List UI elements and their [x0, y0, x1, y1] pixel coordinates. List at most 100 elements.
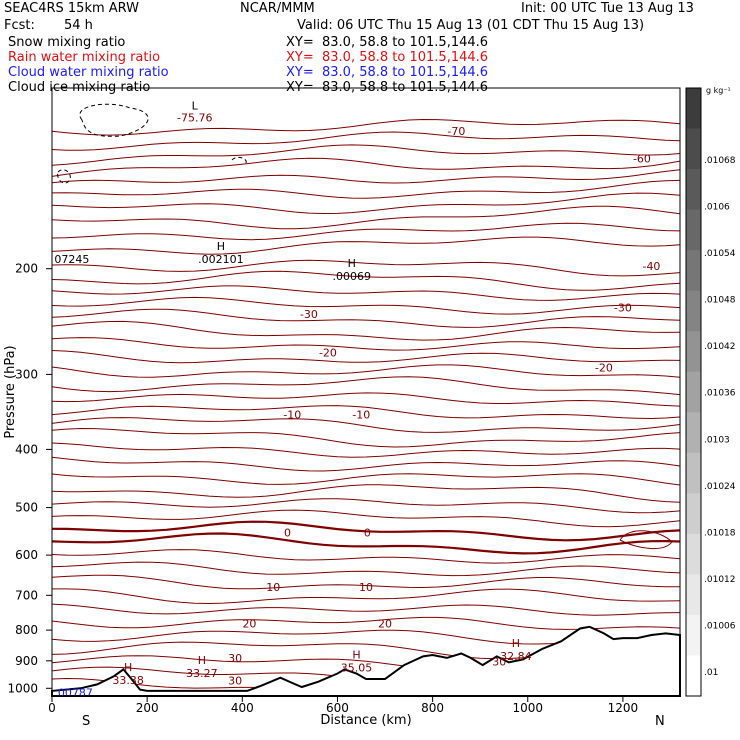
contour-label: -20 — [595, 361, 613, 374]
colorbar-swatch — [686, 331, 701, 373]
valid-time: Valid: 06 UTC Thu 15 Aug 13 (01 CDT Thu … — [297, 18, 645, 33]
colorbar-swatch — [686, 128, 701, 170]
contour-label: -30 — [300, 308, 318, 321]
y-axis-label: Pressure (hPa) — [3, 345, 18, 438]
field-label-cloud-water: Cloud water mixing ratio — [8, 65, 169, 80]
contour-line — [51, 308, 681, 328]
extremum-value: 07245 — [54, 253, 89, 266]
colorbar-swatch — [686, 88, 701, 129]
colorbar-swatch — [686, 250, 701, 292]
colorbar-swatch — [686, 533, 701, 575]
contour-line — [51, 192, 681, 215]
contour-loop — [619, 530, 673, 549]
contour-line — [51, 574, 680, 590]
field-label-snow: Snow mixing ratio — [8, 35, 126, 50]
contour-line — [51, 350, 681, 364]
contour-label: 20 — [242, 618, 256, 631]
extremum-marker: H — [198, 654, 206, 667]
contour-line — [51, 131, 681, 151]
contour-label: 30 — [228, 674, 242, 687]
contour-line — [52, 588, 681, 605]
extremum-value: 33.38 — [112, 674, 144, 687]
extremum-value: .00787 — [54, 686, 92, 699]
contour-label: -70 — [447, 125, 465, 138]
y-tick-label: 900 — [15, 654, 38, 668]
contour-line — [51, 616, 681, 630]
colorbar-swatch — [686, 290, 701, 332]
colorbar-label: .0106 — [704, 203, 730, 213]
contour-line — [51, 532, 681, 555]
field-xy-snow: XY= 83.0, 58.8 to 101.5,144.6 — [286, 35, 489, 50]
contour-line — [51, 509, 681, 528]
colorbar-label: .01 — [704, 668, 718, 678]
contour-line — [51, 157, 681, 177]
extremum-marker: H — [217, 240, 225, 253]
contour-line — [51, 376, 681, 396]
colorbar-label: .01024 — [704, 482, 736, 492]
fcst-label: Fcst: — [4, 18, 35, 33]
contour-line — [51, 392, 681, 407]
x-tick-label: 800 — [421, 701, 444, 715]
contour-line — [51, 417, 681, 433]
contour-line — [51, 473, 681, 486]
contour-label: -60 — [633, 152, 651, 165]
contour-line — [51, 296, 681, 315]
x-tick-label: 1000 — [512, 701, 543, 715]
extremum-marker: H — [512, 637, 520, 650]
model-title: SEAC4RS 15km ARW — [4, 1, 140, 16]
colorbar: .01068 .0106 .01054 .01048 .01042 .01036 .0103… — [685, 87, 736, 697]
contour-line — [51, 169, 681, 184]
colorbar-label: .01048 — [704, 296, 736, 306]
contour-line — [51, 222, 681, 241]
y-tick-label: 300 — [15, 367, 38, 381]
extremum-marker: H — [352, 649, 360, 662]
extremum-marker: H — [348, 257, 356, 270]
extremum-marker: H — [124, 661, 132, 674]
contour-labels: -75.76 -70 -60 -40 -30 -30 -20 -20 -10 -10 0 0 10 10 2… — [54, 100, 660, 700]
y-tick-label: 1000 — [7, 681, 38, 695]
ice-contour — [79, 103, 149, 137]
colorbar-swatch — [686, 614, 701, 656]
contour-line — [51, 320, 681, 341]
contour-line — [51, 259, 681, 277]
contour-line — [51, 118, 681, 136]
plot-frame — [51, 87, 681, 697]
contour-line — [51, 364, 681, 378]
contour-line — [51, 561, 681, 577]
contour-label: 20 — [378, 618, 392, 631]
field-xy-rain: XY= 83.0, 58.8 to 101.5,144.6 — [286, 50, 489, 65]
contour-line — [51, 549, 681, 564]
colorbar-swatch — [686, 412, 701, 454]
colorbar-label: .0103 — [704, 435, 730, 445]
colorbar-label: .01012 — [704, 575, 736, 585]
x-tick-label: 600 — [326, 701, 349, 715]
colorbar-label: .01018 — [704, 528, 736, 538]
colorbar-label: .01036 — [704, 389, 736, 399]
contour-label: 10 — [359, 581, 373, 594]
contour-line — [51, 603, 681, 616]
contour-label: 30 — [492, 656, 506, 669]
colorbar-swatch — [686, 655, 701, 697]
colorbar-label: .01068 — [704, 156, 736, 166]
contour-label: 0 — [364, 526, 371, 539]
field-label-rain: Rain water mixing ratio — [8, 50, 161, 65]
contour-label: -40 — [642, 260, 660, 273]
y-tick-label: 800 — [15, 623, 38, 637]
colorbar-swatch — [686, 574, 701, 616]
contour-line — [51, 179, 681, 199]
contour-line — [51, 144, 681, 166]
contour-line — [51, 236, 681, 255]
y-tick-label: 500 — [15, 501, 38, 515]
contour-line — [51, 427, 681, 448]
field-xy-cloud-water: XY= 83.0, 58.8 to 101.5,144.6 — [286, 65, 489, 80]
x-tick-label: 400 — [231, 701, 254, 715]
y-tick-label: 600 — [15, 548, 38, 562]
contour-label: -75.76 — [177, 112, 212, 125]
contour-line — [51, 205, 681, 230]
contour-line — [51, 442, 681, 458]
contour-label: -10 — [283, 409, 301, 422]
colorbar-frame — [685, 87, 702, 697]
extremum-value: 33.27 — [186, 667, 218, 680]
